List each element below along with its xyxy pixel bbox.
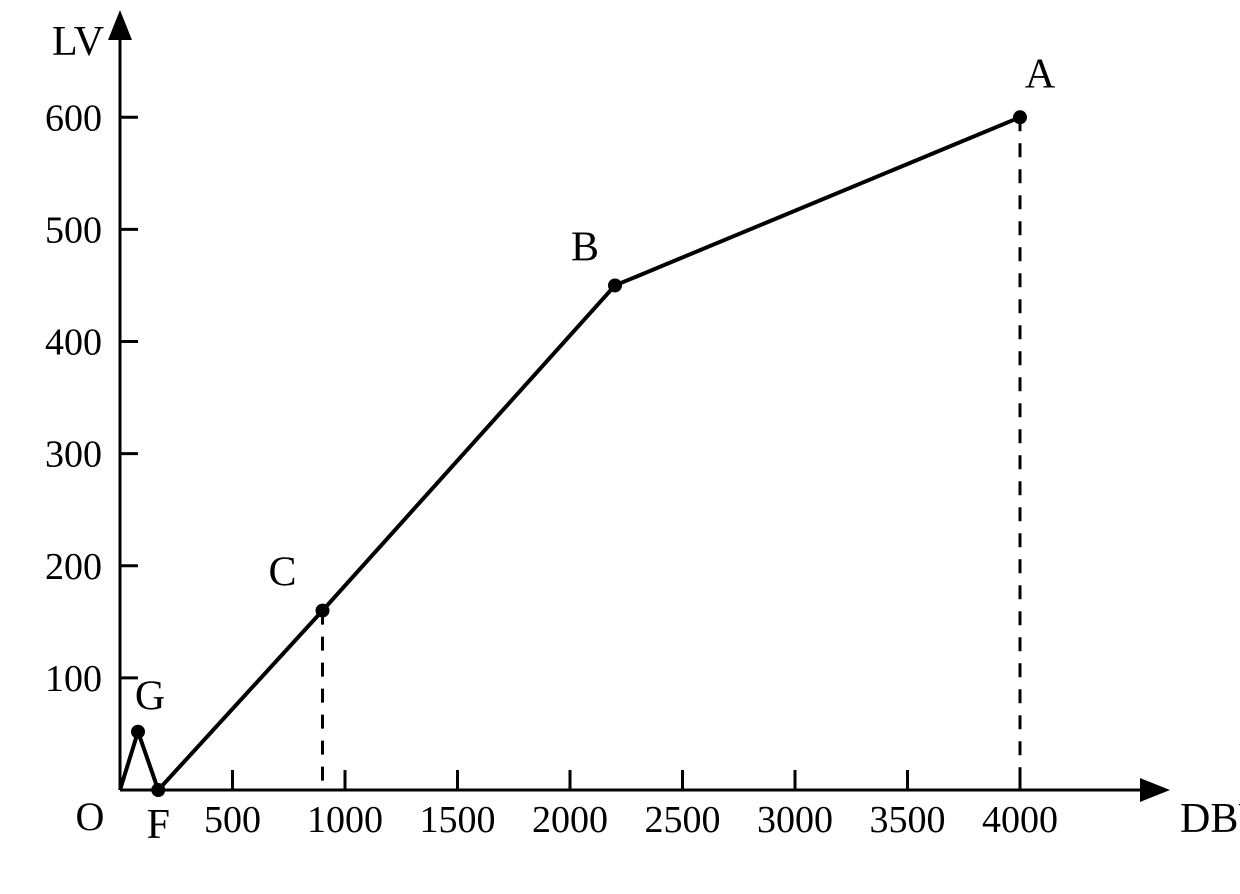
point-f-label: F <box>147 802 170 848</box>
point-a-label: A <box>1025 51 1056 97</box>
point-f-marker <box>151 783 165 797</box>
y-tick-label: 500 <box>45 209 102 251</box>
y-axis-title: LV <box>52 19 104 65</box>
point-b-marker <box>608 278 622 292</box>
y-tick-label: 600 <box>45 97 102 139</box>
x-axis-title: DBV <box>1180 796 1240 842</box>
point-b-label: B <box>571 224 599 270</box>
y-tick-label: 200 <box>45 546 102 588</box>
y-tick-label: 100 <box>45 658 102 700</box>
data-series-line <box>120 117 1020 790</box>
point-c-marker <box>316 604 330 618</box>
y-axis-arrow <box>108 10 132 40</box>
x-axis-arrow <box>1140 778 1170 802</box>
x-tick-label: 1000 <box>307 799 383 841</box>
y-tick-label: 300 <box>45 434 102 476</box>
point-c-label: C <box>268 550 296 596</box>
x-tick-label: 500 <box>204 799 261 841</box>
x-tick-label: 4000 <box>982 799 1058 841</box>
x-tick-label: 2000 <box>532 799 608 841</box>
y-tick-label: 400 <box>45 322 102 364</box>
lv-dbv-chart: 500 1000 1500 2000 2500 3000 3500 4000 100 200 300… <box>0 0 1240 894</box>
point-g-label: G <box>135 674 165 720</box>
x-tick-label: 3500 <box>870 799 946 841</box>
x-tick-label: 2500 <box>645 799 721 841</box>
point-g-marker <box>131 725 145 739</box>
point-a-marker <box>1013 110 1027 124</box>
x-tick-label: 1500 <box>420 799 496 841</box>
origin-label: O <box>76 794 105 839</box>
x-tick-label: 3000 <box>757 799 833 841</box>
